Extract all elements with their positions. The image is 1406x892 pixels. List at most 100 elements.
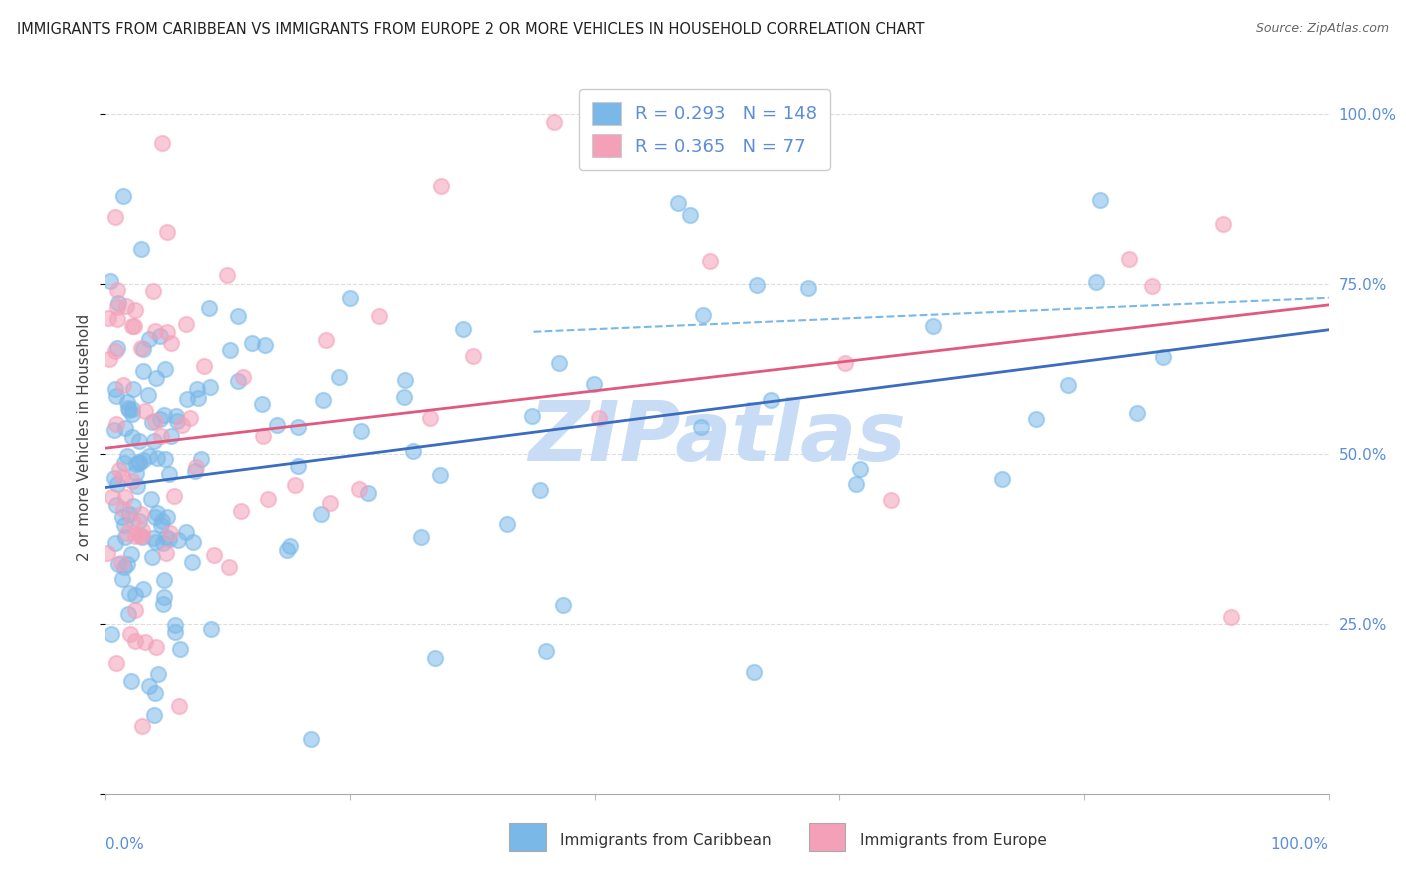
Point [166, 533, 188, 548]
Point [315, 333, 337, 347]
Point [104, 656, 127, 670]
Point [104, 389, 127, 403]
Point [122, 382, 145, 396]
Point [131, 453, 153, 467]
Point [100, 274, 122, 288]
Point [149, 412, 172, 426]
Point [114, 421, 136, 435]
Point [141, 491, 163, 506]
Point [197, 301, 219, 315]
Point [157, 532, 180, 546]
Point [148, 666, 170, 681]
Point [690, 420, 713, 434]
Point [128, 515, 150, 529]
Point [159, 336, 181, 351]
Point [111, 378, 134, 392]
Point [193, 359, 215, 373]
Point [287, 420, 309, 434]
Point [124, 634, 146, 648]
Point [120, 674, 142, 689]
Text: Source: ZipAtlas.com: Source: ZipAtlas.com [1256, 22, 1389, 36]
Point [121, 401, 143, 416]
Point [107, 558, 129, 572]
Point [103, 471, 125, 485]
Point [219, 343, 242, 357]
Point [276, 542, 298, 557]
Point [105, 341, 128, 355]
Point [534, 644, 557, 658]
Point [181, 555, 204, 569]
Point [1088, 193, 1111, 207]
Point [104, 343, 127, 358]
Point [163, 489, 186, 503]
Point [134, 403, 156, 417]
Point [104, 383, 127, 397]
Point [328, 370, 350, 384]
Point [153, 591, 176, 605]
Point [156, 509, 179, 524]
Point [339, 291, 361, 305]
Point [529, 483, 551, 498]
Point [429, 467, 451, 482]
Point [990, 472, 1012, 486]
Point [692, 308, 714, 322]
Point [128, 457, 150, 471]
Point [120, 547, 142, 561]
Point [520, 409, 543, 423]
Point [666, 195, 689, 210]
Point [309, 507, 332, 521]
Point [131, 364, 153, 378]
Point [797, 281, 820, 295]
Point [226, 310, 249, 324]
Point [165, 618, 187, 632]
Point [152, 597, 174, 611]
Text: Immigrants from Caribbean: Immigrants from Caribbean [561, 833, 772, 847]
Point [678, 208, 700, 222]
Point [759, 392, 782, 407]
Point [125, 466, 148, 480]
Point [117, 607, 139, 622]
Text: ZIPatlas: ZIPatlas [529, 397, 905, 477]
Legend: R = 0.293   N = 148, R = 0.365   N = 77: R = 0.293 N = 148, R = 0.365 N = 77 [579, 89, 830, 170]
Text: IMMIGRANTS FROM CARIBBEAN VS IMMIGRANTS FROM EUROPE 2 OR MORE VEHICLES IN HOUSEH: IMMIGRANTS FROM CARIBBEAN VS IMMIGRANTS … [17, 22, 924, 37]
Point [402, 444, 425, 458]
Point [131, 242, 153, 256]
Point [121, 474, 143, 488]
Point [143, 414, 166, 428]
Point [155, 546, 177, 560]
Point [190, 452, 212, 467]
Point [111, 470, 134, 484]
Point [132, 342, 155, 356]
Point [143, 510, 166, 524]
Point [142, 284, 165, 298]
Point [1126, 407, 1149, 421]
Point [284, 478, 307, 492]
Point [115, 299, 138, 313]
Point [114, 530, 136, 544]
Point [104, 499, 127, 513]
Point [110, 556, 132, 570]
Point [357, 486, 380, 500]
Point [145, 371, 167, 385]
Point [409, 530, 432, 544]
Point [287, 459, 309, 474]
Point [146, 506, 169, 520]
Point [112, 518, 135, 533]
Point [172, 417, 194, 432]
Point [153, 451, 176, 466]
Point [107, 476, 129, 491]
Point [138, 679, 160, 693]
Point [165, 409, 187, 424]
Point [146, 450, 169, 465]
Point [105, 311, 128, 326]
Point [152, 536, 174, 550]
Point [117, 401, 139, 415]
Point [115, 449, 138, 463]
Point [124, 303, 146, 318]
Point [463, 349, 485, 363]
Point [174, 525, 197, 540]
Point [495, 517, 517, 532]
Point [121, 319, 143, 334]
Text: 100.0%: 100.0% [1271, 837, 1329, 852]
Point [198, 380, 221, 394]
